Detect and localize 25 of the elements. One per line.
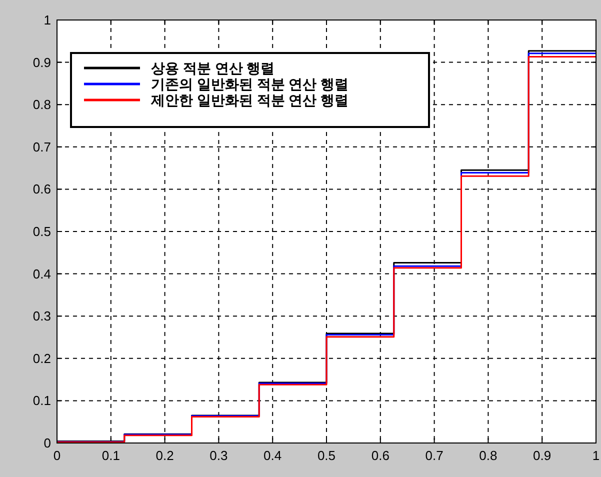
y-tick-label: 0.6 — [32, 182, 51, 197]
y-tick-label: 0.3 — [32, 308, 51, 324]
x-tick-label: 0.2 — [156, 448, 174, 463]
y-tick-label: 1 — [44, 12, 51, 28]
y-tick-label: 0.1 — [32, 393, 51, 408]
y-tick-label: 0.8 — [32, 97, 51, 112]
y-tick-label: 0.7 — [32, 139, 51, 154]
x-tick-label: 0.3 — [210, 448, 228, 463]
y-tick-label: 0.2 — [32, 350, 51, 366]
y-tick-label: 0.4 — [32, 266, 51, 282]
x-tick-label: 0.5 — [317, 448, 336, 463]
x-tick-label: 0.4 — [264, 448, 282, 463]
x-tick-label: 0.6 — [371, 448, 390, 463]
y-tick-label: 0.9 — [32, 54, 51, 70]
legend-label: 제안한 일반화된 적분 연산 행렬 — [150, 92, 349, 108]
x-tick-label: 0 — [53, 448, 61, 463]
x-tick-label: 0.9 — [533, 448, 552, 463]
x-tick-label: 0.8 — [479, 448, 498, 463]
x-tick-label: 0.1 — [102, 448, 120, 463]
y-tick-label: 0.5 — [32, 224, 51, 239]
legend-label: 상용 적분 연산 행렬 — [151, 60, 275, 76]
x-tick-label: 0.7 — [425, 448, 444, 463]
y-tick-label: 0 — [44, 436, 51, 450]
legend-label: 기존의 일반화된 적분 연산 행렬 — [151, 76, 349, 92]
x-tick-label: 1 — [592, 448, 600, 463]
